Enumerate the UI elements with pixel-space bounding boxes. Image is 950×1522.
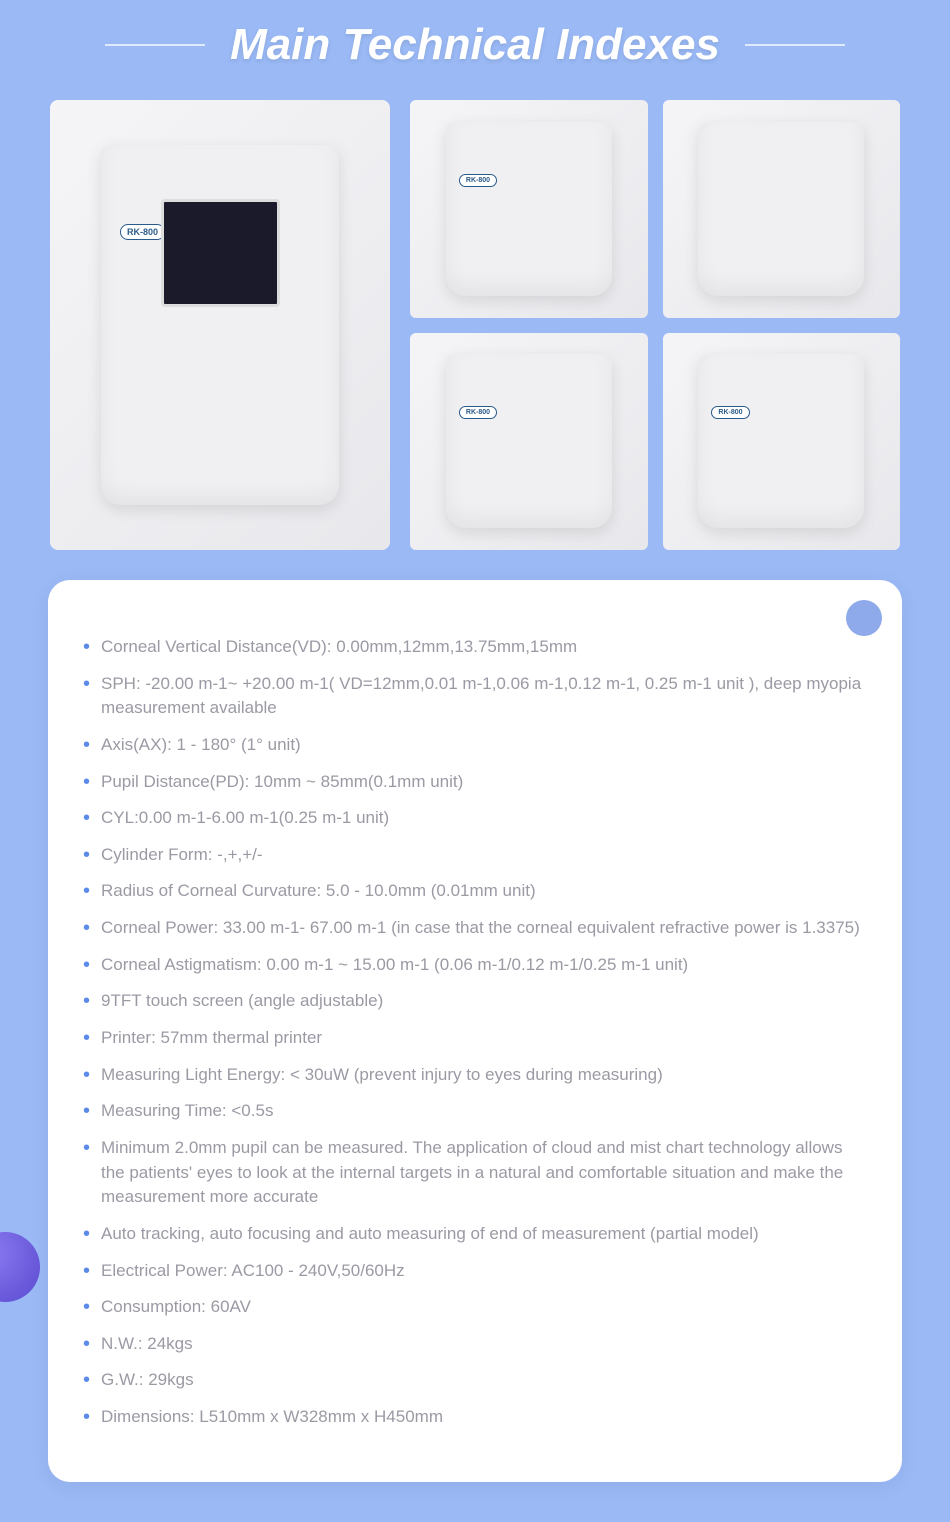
spec-item: Corneal Vertical Distance(VD): 0.00mm,12… bbox=[83, 635, 867, 660]
specs-card: Corneal Vertical Distance(VD): 0.00mm,12… bbox=[48, 580, 902, 1482]
spec-item: Measuring Light Energy: < 30uW (prevent … bbox=[83, 1063, 867, 1088]
spec-item: Radius of Corneal Curvature: 5.0 - 10.0m… bbox=[83, 879, 867, 904]
spec-item: Corneal Power: 33.00 m-1- 67.00 m-1 (in … bbox=[83, 916, 867, 941]
product-thumb-4: RK-800 bbox=[663, 333, 901, 551]
product-thumbnails: RK-800 RK-800 RK-800 bbox=[410, 100, 900, 550]
spec-item: CYL:0.00 m-1-6.00 m-1(0.25 m-1 unit) bbox=[83, 806, 867, 831]
spec-item: Cylinder Form: -,+,+/- bbox=[83, 843, 867, 868]
spec-item: Corneal Astigmatism: 0.00 m-1 ~ 15.00 m-… bbox=[83, 953, 867, 978]
product-image-main: RK-800 bbox=[50, 100, 390, 550]
spec-item: Minimum 2.0mm pupil can be measured. The… bbox=[83, 1136, 867, 1210]
model-badge: RK-800 bbox=[120, 224, 165, 240]
header-line-left bbox=[105, 44, 205, 46]
product-thumb-1: RK-800 bbox=[410, 100, 648, 318]
product-thumb-3: RK-800 bbox=[410, 333, 648, 551]
spec-item: G.W.: 29kgs bbox=[83, 1368, 867, 1393]
header-line-right bbox=[745, 44, 845, 46]
spec-item: Auto tracking, auto focusing and auto me… bbox=[83, 1222, 867, 1247]
spec-item: Dimensions: L510mm x W328mm x H450mm bbox=[83, 1405, 867, 1430]
spec-list: Corneal Vertical Distance(VD): 0.00mm,12… bbox=[83, 635, 867, 1430]
spec-item: N.W.: 24kgs bbox=[83, 1332, 867, 1357]
spec-item: SPH: -20.00 m-1~ +20.00 m-1( VD=12mm,0.0… bbox=[83, 672, 867, 721]
spec-item: Measuring Time: <0.5s bbox=[83, 1099, 867, 1124]
spec-item: Axis(AX): 1 - 180° (1° unit) bbox=[83, 733, 867, 758]
page-header: Main Technical Indexes bbox=[0, 0, 950, 100]
spec-item: Pupil Distance(PD): 10mm ~ 85mm(0.1mm un… bbox=[83, 770, 867, 795]
corner-decoration bbox=[846, 600, 882, 636]
spec-item: Consumption: 60AV bbox=[83, 1295, 867, 1320]
spec-item: Electrical Power: AC100 - 240V,50/60Hz bbox=[83, 1259, 867, 1284]
product-thumb-2 bbox=[663, 100, 901, 318]
spec-item: Printer: 57mm thermal printer bbox=[83, 1026, 867, 1051]
decoration-sphere bbox=[0, 1232, 40, 1302]
product-images: RK-800 RK-800 RK-800 RK-800 bbox=[0, 100, 950, 580]
page-title: Main Technical Indexes bbox=[230, 20, 720, 70]
spec-item: 9TFT touch screen (angle adjustable) bbox=[83, 989, 867, 1014]
